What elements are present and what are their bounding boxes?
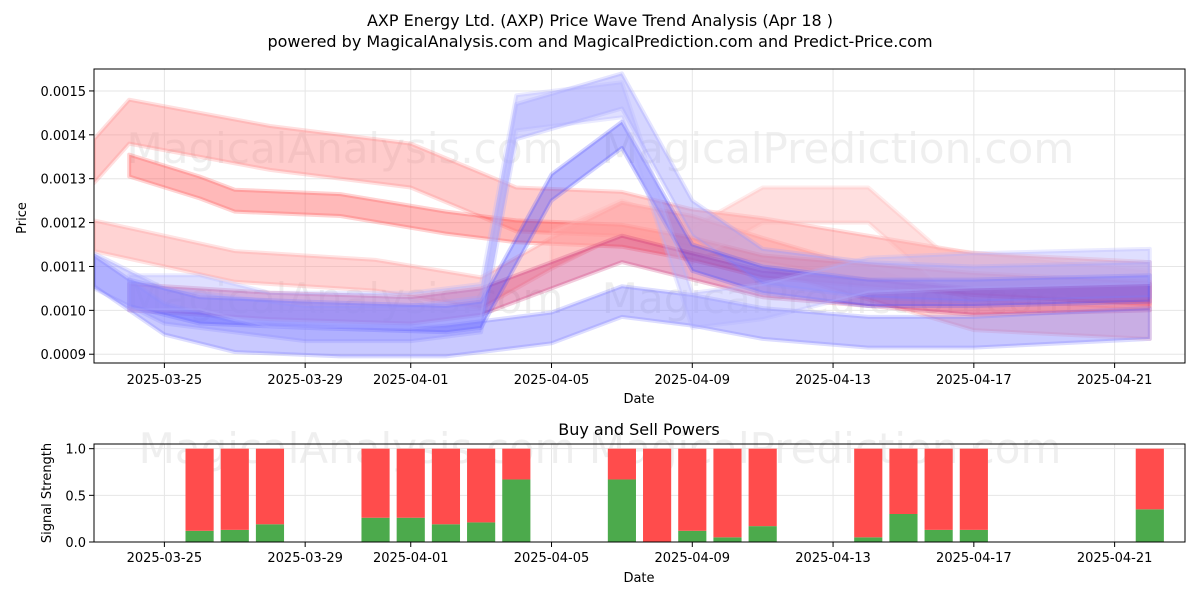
buy-bar xyxy=(185,530,214,542)
signal-x-tick-label: 2025-03-25 xyxy=(127,551,203,566)
price-x-tick-label: 2025-04-13 xyxy=(795,373,871,388)
price-x-tick-label: 2025-04-05 xyxy=(514,373,590,388)
buy-bar xyxy=(889,514,918,542)
buy-bar xyxy=(361,517,390,542)
watermark-mid-right: MagicalPrediction.com xyxy=(602,274,1075,323)
sell-bar xyxy=(643,448,672,542)
price-y-tick-label: 0.0015 xyxy=(41,85,87,100)
wave-band-blue-wave-upper xyxy=(94,71,1152,344)
buy-bar xyxy=(502,479,531,542)
signal-x-tick-label: 2025-04-05 xyxy=(514,551,590,566)
wave-band-magenta-wave xyxy=(127,233,1152,326)
signal-x-label: Date xyxy=(623,571,654,586)
sell-bar xyxy=(713,448,742,538)
buy-bar xyxy=(748,526,777,542)
wave-band-pink-wave-bump xyxy=(549,185,1152,308)
signal-plot-frame xyxy=(93,443,1186,543)
price-y-tick-label: 0.0014 xyxy=(41,129,87,144)
signal-x-tick-label: 2025-04-21 xyxy=(1077,551,1153,566)
price-x-tick-label: 2025-04-09 xyxy=(655,373,731,388)
price-x-axis: 2025-03-25 2025-03-29 2025-04-01 2025-04-05… xyxy=(127,363,1153,388)
buy-bar xyxy=(854,537,883,542)
sell-bar xyxy=(678,448,707,531)
buy-bar xyxy=(396,517,425,542)
signal-x-tick-label: 2025-04-13 xyxy=(795,551,871,566)
watermark-mid-left: MagicalAnalysis.com xyxy=(127,274,564,323)
signal-title: Buy and Sell Powers xyxy=(558,420,720,439)
wave-band-red-wave-lower xyxy=(94,200,1152,341)
wave-band-blue-wave-spike xyxy=(127,80,1152,330)
sell-bar xyxy=(924,448,953,530)
price-y-tick-label: 0.0012 xyxy=(41,217,87,232)
buy-bar xyxy=(1135,509,1164,542)
signal-y-tick-label: 0.5 xyxy=(65,489,86,504)
price-y-axis: 0.0009 0.0010 0.0011 0.0012 0.0013 0.0014 0.00… xyxy=(41,85,94,363)
signal-y-tick-label: 0.0 xyxy=(65,536,86,551)
wave-band-blue-wave-lower xyxy=(94,253,1152,359)
wave-band-red-wave-upper xyxy=(94,97,1152,308)
chart-title: AXP Energy Ltd. (AXP) Price Wave Trend A… xyxy=(367,11,833,30)
price-y-tick-label: 0.0013 xyxy=(41,173,87,188)
price-plot-frame xyxy=(93,68,1186,364)
buy-bar xyxy=(713,537,742,542)
buy-bar xyxy=(431,524,461,542)
watermark-top-left: MagicalAnalysis.com xyxy=(127,124,564,173)
sell-bar xyxy=(1135,448,1164,510)
sell-bar xyxy=(185,448,214,531)
buy-bar xyxy=(924,529,953,542)
signal-y-axis: 0.0 0.5 1.0 xyxy=(65,443,94,551)
price-grid xyxy=(94,69,1185,363)
sell-bar xyxy=(959,448,988,530)
price-x-tick-label: 2025-04-01 xyxy=(373,373,449,388)
chart-subtitle: powered by MagicalAnalysis.com and Magic… xyxy=(267,32,932,51)
sell-bar xyxy=(854,448,883,538)
signal-x-tick-label: 2025-03-29 xyxy=(267,551,343,566)
signal-x-tick-label: 2025-04-01 xyxy=(373,551,449,566)
sell-bar xyxy=(748,448,777,527)
buy-bar xyxy=(678,530,707,542)
sell-bar xyxy=(396,448,425,518)
signal-x-axis: 2025-03-25 2025-03-29 2025-04-01 2025-04-05… xyxy=(127,542,1153,566)
price-x-label: Date xyxy=(623,392,654,407)
wave-band-red-wave-main xyxy=(127,152,1152,306)
sell-bar xyxy=(220,448,249,530)
buy-bar xyxy=(467,522,496,542)
sell-bar xyxy=(255,448,285,525)
sell-bar xyxy=(361,448,390,518)
buy-bar xyxy=(607,479,636,542)
sell-bar xyxy=(889,448,918,514)
price-y-tick-label: 0.0010 xyxy=(41,304,87,319)
sell-bar xyxy=(607,448,636,480)
buy-bar xyxy=(959,529,988,542)
price-x-tick-label: 2025-03-25 xyxy=(127,373,203,388)
price-x-tick-label: 2025-04-17 xyxy=(936,373,1012,388)
price-y-tick-label: 0.0009 xyxy=(41,348,87,363)
signal-y-tick-label: 1.0 xyxy=(65,443,86,458)
signal-x-tick-label: 2025-04-09 xyxy=(655,551,731,566)
sell-bar xyxy=(502,448,531,480)
watermark-top-right: MagicalPrediction.com xyxy=(602,124,1075,173)
buy-bar xyxy=(255,524,285,542)
price-waves xyxy=(94,71,1152,359)
signal-x-tick-label: 2025-04-17 xyxy=(936,551,1012,566)
price-y-label: Price xyxy=(15,202,30,234)
wave-band-blue-wave-main xyxy=(127,119,1152,335)
signal-y-label: Signal Strength xyxy=(40,443,55,543)
buy-bar xyxy=(220,529,249,542)
price-y-tick-label: 0.0011 xyxy=(41,260,87,275)
sell-bar xyxy=(467,448,496,523)
price-x-tick-label: 2025-04-21 xyxy=(1077,373,1153,388)
price-x-tick-label: 2025-03-29 xyxy=(267,373,343,388)
signal-bars xyxy=(185,448,1164,542)
sell-bar xyxy=(431,448,461,525)
